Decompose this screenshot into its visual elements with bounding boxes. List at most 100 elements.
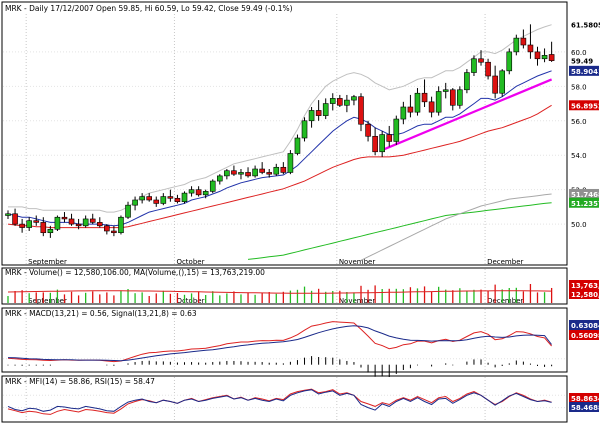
candle bbox=[372, 127, 378, 156]
mfi-series-line bbox=[7, 389, 552, 412]
candle bbox=[506, 48, 513, 75]
mfi-panel: MRK - MFI(14) = 58.86, RSI(15) = 58.47 5… bbox=[1, 375, 600, 423]
candle-body bbox=[329, 98, 336, 104]
volume-value-tag: 13,763,219.00 bbox=[569, 280, 600, 290]
candle bbox=[33, 215, 40, 226]
candle bbox=[442, 82, 449, 99]
candle-body bbox=[393, 118, 400, 142]
candle-body bbox=[499, 70, 506, 94]
candle bbox=[358, 93, 364, 132]
candle-body bbox=[506, 51, 513, 72]
candle bbox=[266, 169, 273, 178]
candle-body bbox=[82, 218, 89, 227]
candle-body bbox=[513, 37, 520, 53]
candle bbox=[259, 162, 265, 175]
candle bbox=[26, 217, 32, 231]
volume-ma-line bbox=[7, 290, 552, 294]
value-tag-text: 12,580,106.00 bbox=[571, 291, 600, 299]
value-tag bbox=[568, 55, 600, 67]
value-tag-text: 13,763,219.00 bbox=[571, 282, 600, 290]
candle bbox=[139, 193, 145, 204]
candle bbox=[315, 100, 322, 121]
candle bbox=[534, 46, 541, 66]
series-line bbox=[7, 70, 552, 227]
candle-body bbox=[351, 96, 357, 101]
candle-body bbox=[485, 61, 491, 77]
value-tag bbox=[569, 188, 599, 199]
candle bbox=[329, 93, 336, 111]
price-value-tag: 58.9041 bbox=[569, 65, 600, 76]
candle bbox=[400, 101, 407, 125]
price-value-tag: 56.8952 bbox=[569, 100, 600, 111]
candle-body bbox=[89, 218, 96, 223]
candle-body bbox=[464, 72, 470, 91]
value-tag bbox=[569, 402, 599, 412]
candle-body bbox=[534, 51, 541, 60]
candle bbox=[527, 24, 534, 59]
macd-value-tag: 0.630846 bbox=[569, 320, 600, 330]
candle-body bbox=[322, 103, 329, 116]
candle bbox=[40, 217, 47, 237]
candle-body bbox=[449, 89, 456, 106]
candle-body bbox=[104, 225, 110, 232]
candle-body bbox=[520, 37, 527, 46]
value-tag-text: 0.560984 bbox=[571, 332, 600, 340]
value-tag-text: 61.5805 bbox=[571, 22, 600, 30]
price-value-tag: 59.49 bbox=[568, 55, 600, 67]
value-tag-text: 58.4688 bbox=[571, 404, 600, 412]
candle bbox=[132, 196, 138, 211]
price-tick-label: 50.0 bbox=[571, 221, 587, 229]
candle bbox=[485, 58, 491, 80]
candle bbox=[245, 167, 251, 178]
candle bbox=[188, 186, 195, 197]
macd-panel-frame bbox=[1, 307, 568, 373]
candle bbox=[478, 50, 484, 66]
candle bbox=[202, 189, 209, 199]
candle-body bbox=[344, 99, 350, 106]
candle-body bbox=[217, 175, 223, 182]
month-label: October bbox=[176, 258, 204, 266]
candle-body bbox=[33, 220, 40, 223]
candle-body bbox=[153, 199, 160, 204]
candle-body bbox=[75, 223, 82, 227]
value-tag bbox=[569, 289, 599, 299]
candle-body bbox=[96, 222, 103, 227]
value-tag bbox=[569, 197, 599, 208]
price-value-tag: 51.7468 bbox=[569, 188, 600, 199]
candle-body bbox=[5, 213, 11, 216]
candle-body bbox=[146, 196, 152, 201]
candle bbox=[337, 94, 343, 107]
candle-body bbox=[40, 222, 47, 234]
candle-body bbox=[54, 216, 61, 230]
candle-body bbox=[280, 166, 287, 173]
month-label: October bbox=[176, 297, 204, 305]
candle-body bbox=[209, 180, 216, 192]
candle-body bbox=[195, 189, 202, 196]
candle-body bbox=[238, 172, 244, 175]
price-panel-header: MRK - Daily 17/12/2007 Open 59.85, Hi 60… bbox=[5, 4, 293, 13]
candle-body bbox=[471, 58, 477, 73]
candle-body bbox=[442, 89, 449, 92]
candle-body bbox=[231, 170, 237, 175]
candle-body bbox=[548, 54, 555, 61]
price-value-tag: 51.2357 bbox=[569, 197, 600, 208]
candle-body bbox=[421, 92, 428, 103]
month-label: September bbox=[28, 258, 67, 266]
series-line bbox=[7, 104, 552, 229]
candle bbox=[449, 88, 456, 111]
candle bbox=[54, 215, 61, 231]
candle bbox=[280, 162, 287, 175]
macd-series-line bbox=[7, 325, 552, 362]
candle-body bbox=[12, 213, 18, 225]
volume-panel: MRK - Volume() = 12,580,106.00, MA(Volum… bbox=[1, 267, 600, 305]
candle-body bbox=[428, 101, 435, 113]
macd-header-text: MRK - MACD(13,21) = 0.56, Signal(13,21,8… bbox=[5, 309, 197, 318]
candle-body bbox=[541, 55, 548, 60]
candle-body bbox=[308, 110, 315, 122]
candle bbox=[217, 174, 223, 185]
month-label: November bbox=[339, 258, 376, 266]
value-tag-text: 58.9041 bbox=[571, 68, 600, 76]
candle bbox=[421, 79, 428, 107]
candle-body bbox=[111, 230, 117, 234]
value-tag-text: 56.8952 bbox=[571, 102, 600, 110]
